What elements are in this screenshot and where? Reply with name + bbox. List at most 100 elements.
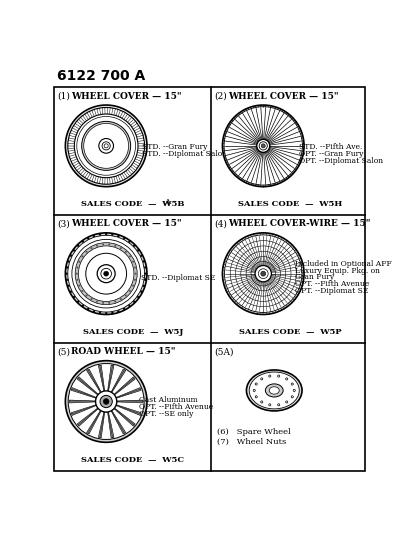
Polygon shape	[71, 387, 96, 398]
Circle shape	[87, 237, 89, 239]
Circle shape	[91, 247, 92, 249]
Circle shape	[82, 122, 131, 171]
Circle shape	[277, 404, 280, 406]
Polygon shape	[114, 408, 135, 426]
Circle shape	[114, 301, 116, 302]
Circle shape	[133, 245, 135, 247]
Circle shape	[66, 266, 68, 269]
Circle shape	[123, 237, 125, 239]
Text: (2): (2)	[215, 92, 227, 101]
Text: A: A	[164, 198, 170, 206]
Text: STD. --Diplomat Salon: STD. --Diplomat Salon	[142, 150, 227, 158]
Circle shape	[100, 395, 112, 408]
Ellipse shape	[269, 387, 279, 394]
Circle shape	[222, 233, 304, 314]
Circle shape	[261, 144, 265, 148]
Text: Cast Aluminum: Cast Aluminum	[139, 397, 198, 405]
Circle shape	[135, 273, 136, 274]
Circle shape	[105, 233, 107, 235]
Circle shape	[73, 249, 75, 252]
Polygon shape	[98, 365, 105, 391]
Circle shape	[137, 296, 139, 298]
Text: STD. --Gran Fury: STD. --Gran Fury	[142, 143, 208, 151]
Circle shape	[291, 396, 293, 398]
Text: Gran Fury: Gran Fury	[295, 273, 334, 281]
Text: STD. --Diplomat SE: STD. --Diplomat SE	[141, 273, 215, 281]
Circle shape	[75, 243, 137, 305]
Circle shape	[86, 253, 126, 294]
Circle shape	[140, 255, 142, 257]
Text: Luxury Equip. Pkg. on: Luxury Equip. Pkg. on	[295, 266, 380, 274]
Circle shape	[66, 279, 68, 281]
Circle shape	[140, 290, 142, 293]
Text: OPT. --Fifth Avenue: OPT. --Fifth Avenue	[139, 403, 213, 411]
Circle shape	[261, 378, 263, 380]
Circle shape	[259, 142, 267, 150]
Circle shape	[111, 312, 113, 314]
Circle shape	[134, 266, 136, 269]
Circle shape	[129, 305, 131, 306]
Circle shape	[118, 235, 120, 237]
Polygon shape	[86, 369, 101, 392]
Text: OPT. --SE only: OPT. --SE only	[139, 410, 193, 418]
Ellipse shape	[246, 370, 302, 411]
Text: (5): (5)	[58, 348, 71, 357]
Circle shape	[82, 256, 83, 257]
Circle shape	[91, 298, 92, 300]
Circle shape	[72, 239, 140, 308]
Circle shape	[118, 310, 120, 312]
Circle shape	[78, 261, 80, 263]
Polygon shape	[108, 365, 114, 391]
Circle shape	[77, 266, 78, 269]
Circle shape	[255, 396, 257, 398]
Circle shape	[133, 301, 135, 303]
Circle shape	[102, 244, 104, 245]
Text: (3): (3)	[58, 220, 70, 229]
Text: Included in Optional AFF: Included in Optional AFF	[295, 260, 391, 268]
Text: WHEEL COVER — 15": WHEEL COVER — 15"	[228, 92, 339, 101]
Polygon shape	[108, 412, 114, 438]
Polygon shape	[116, 405, 141, 415]
Circle shape	[143, 285, 145, 287]
Circle shape	[65, 233, 147, 314]
Circle shape	[84, 124, 129, 168]
Circle shape	[66, 273, 68, 274]
Circle shape	[261, 401, 263, 403]
Circle shape	[125, 251, 126, 253]
Circle shape	[144, 279, 146, 281]
Text: OPT. --Gran Fury: OPT. --Gran Fury	[299, 150, 364, 158]
Circle shape	[77, 245, 79, 247]
Text: OPT. --Fifth Avenue: OPT. --Fifth Avenue	[295, 280, 369, 288]
Polygon shape	[111, 410, 126, 434]
Polygon shape	[77, 408, 98, 426]
Circle shape	[103, 399, 109, 405]
Circle shape	[74, 114, 138, 177]
Circle shape	[86, 295, 87, 296]
Circle shape	[78, 285, 80, 286]
Text: SALES CODE  —  W5J: SALES CODE — W5J	[83, 328, 183, 336]
Polygon shape	[117, 400, 143, 403]
Circle shape	[77, 279, 78, 280]
Polygon shape	[69, 400, 95, 403]
Circle shape	[144, 266, 146, 269]
Polygon shape	[71, 405, 96, 415]
Circle shape	[93, 310, 95, 312]
Circle shape	[111, 233, 113, 236]
Circle shape	[269, 375, 271, 377]
Circle shape	[224, 107, 302, 185]
Circle shape	[114, 245, 116, 247]
Polygon shape	[116, 387, 141, 398]
Text: SALES CODE  —  W5H: SALES CODE — W5H	[238, 200, 342, 208]
Polygon shape	[86, 410, 101, 434]
Circle shape	[123, 308, 125, 310]
Circle shape	[134, 279, 136, 280]
Circle shape	[129, 240, 131, 243]
Circle shape	[132, 285, 134, 286]
Circle shape	[120, 247, 122, 249]
Circle shape	[224, 235, 302, 312]
Circle shape	[291, 383, 293, 385]
Circle shape	[258, 269, 268, 279]
Circle shape	[68, 235, 144, 312]
Text: WHEEL COVER — 15": WHEEL COVER — 15"	[71, 220, 182, 229]
Circle shape	[99, 139, 113, 153]
